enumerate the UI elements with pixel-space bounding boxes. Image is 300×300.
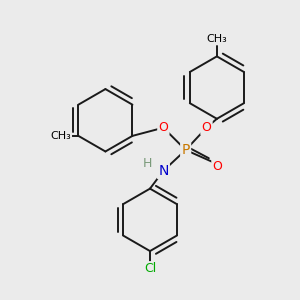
Text: N: N [158,164,169,178]
Text: H: H [142,157,152,170]
Text: O: O [202,121,212,134]
Text: CH₃: CH₃ [206,34,227,44]
Text: P: P [182,143,190,157]
Text: Cl: Cl [144,262,156,275]
Text: O: O [212,160,222,173]
Text: O: O [158,121,168,134]
Text: CH₃: CH₃ [50,131,71,141]
